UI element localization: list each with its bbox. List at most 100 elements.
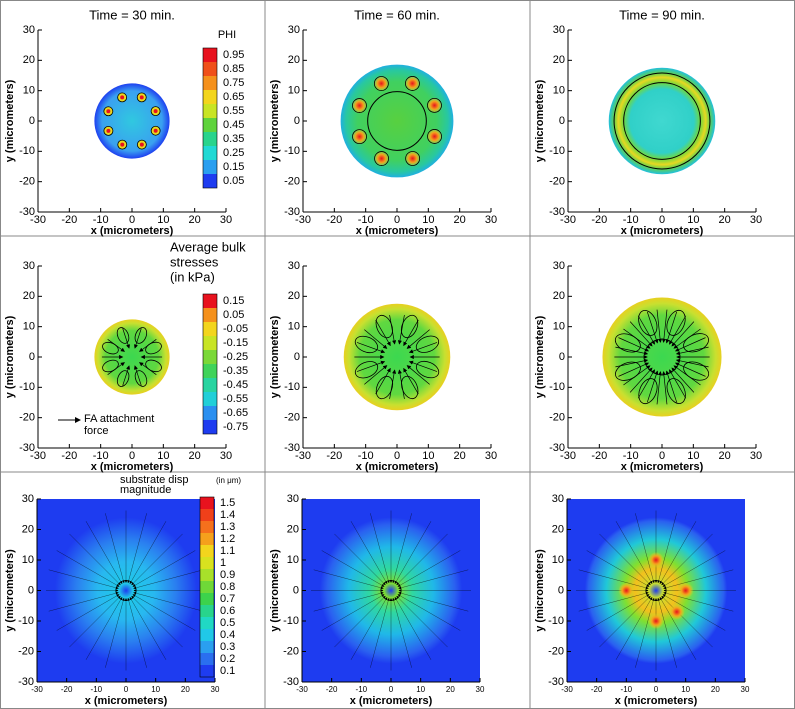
colorbar-swatch	[203, 308, 217, 322]
force-arrow	[637, 315, 655, 345]
disp-arrow	[370, 513, 390, 584]
disp-arrow	[663, 591, 734, 612]
y-axis-label: y (micrometers)	[269, 315, 281, 398]
field-spot	[426, 128, 443, 145]
colorbar-swatch	[200, 569, 214, 581]
y-tick-label: 20	[22, 523, 34, 535]
y-axis-label: y (micrometers)	[269, 549, 281, 632]
colorbar-label: 0.25	[223, 147, 244, 159]
x-tick-label: -30	[30, 214, 46, 226]
x-tick-label: 20	[446, 685, 455, 694]
y-tick-label: -30	[19, 206, 35, 218]
force-arrow	[637, 369, 655, 399]
x-tick-label: 0	[659, 450, 665, 462]
colorbar-swatch	[200, 497, 214, 509]
colorbar-label: 0.2	[220, 653, 235, 665]
field-contour	[375, 314, 393, 339]
disp-arrow	[599, 595, 651, 648]
x-tick-label: -30	[295, 450, 311, 462]
colorbar-swatch	[203, 146, 217, 160]
field-contour	[401, 375, 419, 400]
force-arrow	[661, 309, 668, 343]
colorbar-swatch	[203, 48, 217, 62]
x-axis-label: x (micrometers)	[350, 695, 433, 707]
x-axis-label: x (micrometers)	[91, 461, 174, 473]
disp-arrow	[586, 594, 650, 631]
panel: -30 -20 -10 0 10 20 30 -30 -20 -10 0 10 20 30 x (micro…	[534, 260, 762, 473]
x-tick-label: 30	[485, 450, 497, 462]
field-spot	[153, 109, 158, 114]
field-spot	[120, 95, 125, 100]
field-contour	[613, 72, 711, 170]
field-contour	[354, 335, 379, 354]
x-tick-label: 10	[416, 685, 425, 694]
disp-arrow	[661, 533, 713, 586]
colorbar-label: -0.65	[223, 407, 248, 419]
disp-arrow	[69, 595, 121, 648]
force-arrow	[356, 360, 386, 372]
colorbar-label: 0.15	[223, 161, 244, 173]
force-arrow	[674, 337, 706, 352]
colorbar-label: 0.15	[223, 295, 244, 307]
y-tick-label: -30	[284, 206, 300, 218]
field-spot	[677, 582, 694, 599]
x-tick-label: -10	[91, 685, 103, 694]
disp-arrow	[397, 550, 461, 587]
field	[94, 319, 170, 395]
x-tick-label: -20	[61, 214, 77, 226]
x-tick-label: 0	[129, 450, 135, 462]
disp-arrow	[662, 594, 726, 631]
colorbar-label: 0.05	[223, 309, 244, 321]
x-tick-label: -10	[358, 450, 374, 462]
disp-arrow	[661, 595, 713, 648]
x-tick-label: 0	[394, 214, 400, 226]
disp-arrow	[131, 533, 183, 586]
colorbar-swatch	[200, 605, 214, 617]
colorbar-swatch	[200, 629, 214, 641]
x-tick-label: -30	[30, 450, 46, 462]
field-spot	[139, 142, 144, 147]
field-contour	[102, 359, 119, 373]
force-arrow	[629, 321, 653, 347]
y-tick-label: -10	[19, 381, 35, 393]
force-arrow	[656, 309, 663, 343]
disp-arrow	[127, 513, 147, 584]
colorbar-label: -0.55	[223, 393, 248, 405]
disp-arrow	[392, 597, 412, 668]
colorbar-label: 0.8	[220, 581, 235, 593]
field-contour	[405, 151, 421, 166]
panel: -30 -20 -10 0 10 20 30 -30 -20 -10 0 10 20 30 x (micro…	[4, 7, 245, 236]
colorbar-swatch	[200, 641, 214, 653]
x-tick-label: 0	[659, 214, 665, 226]
disp-arrow	[321, 550, 385, 587]
field-contour	[415, 360, 440, 379]
disp-arrow	[635, 597, 655, 668]
field-contour	[102, 341, 119, 355]
field-contour	[354, 361, 379, 379]
disp-arrow	[392, 513, 412, 584]
colorbar-label: 1.3	[220, 521, 235, 533]
x-axis-label: x (micrometers)	[356, 225, 439, 237]
colorbar-frame	[202, 293, 218, 435]
colorbar-label: -0.15	[223, 337, 248, 349]
x-tick-label: 10	[687, 450, 699, 462]
colorbar-label: 1.2	[220, 533, 235, 545]
colorbar-swatch	[203, 104, 217, 118]
field-spot	[404, 150, 421, 167]
x-tick-label: -10	[93, 450, 109, 462]
field-contour	[373, 76, 389, 91]
field-contour	[400, 314, 419, 339]
y-tick-label: 20	[553, 54, 565, 66]
colorbar-swatch	[200, 545, 214, 557]
disp-arrow	[131, 595, 183, 648]
colorbar-swatch	[203, 294, 217, 308]
colorbar-label: -0.75	[223, 421, 248, 433]
y-tick-label: 0	[559, 115, 565, 127]
force-arrow	[618, 362, 650, 377]
y-tick-label: 20	[288, 290, 300, 302]
force-arrow	[406, 329, 430, 349]
y-tick-label: -30	[284, 442, 300, 454]
y-tick-label: 10	[553, 321, 565, 333]
x-tick-label: -20	[326, 214, 342, 226]
y-tick-label: 20	[23, 290, 35, 302]
